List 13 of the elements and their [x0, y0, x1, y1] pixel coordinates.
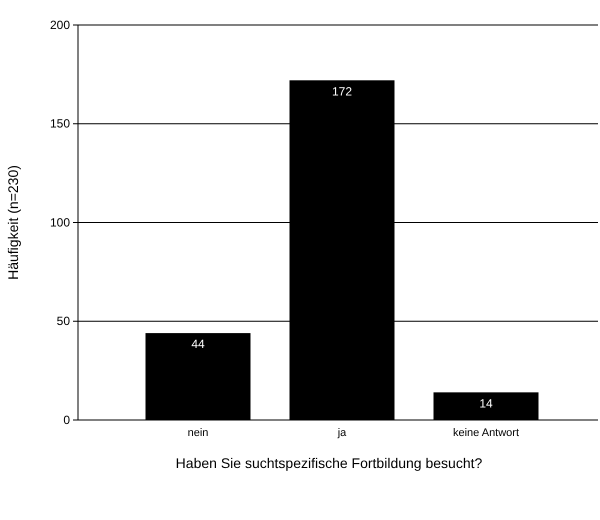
y-axis-title: Häufigkeit (n=230) [5, 165, 21, 280]
x-tick-label: nein [188, 426, 208, 439]
y-tick-label: 0 [63, 412, 70, 427]
x-tick-label: ja [336, 426, 348, 439]
y-tick-label: 150 [50, 116, 70, 131]
y-tick-label: 200 [50, 18, 70, 32]
data-label: 14 [479, 396, 493, 410]
data-label: 172 [332, 84, 352, 98]
y-tick-label: 100 [50, 215, 70, 230]
data-label: 44 [191, 337, 205, 352]
y-tick-label: 50 [56, 314, 70, 328]
x-axis-title: Haben Sie suchtspezifische Fortbildung besucht? [176, 455, 483, 471]
x-tick-label: keine Antwort [452, 426, 520, 439]
